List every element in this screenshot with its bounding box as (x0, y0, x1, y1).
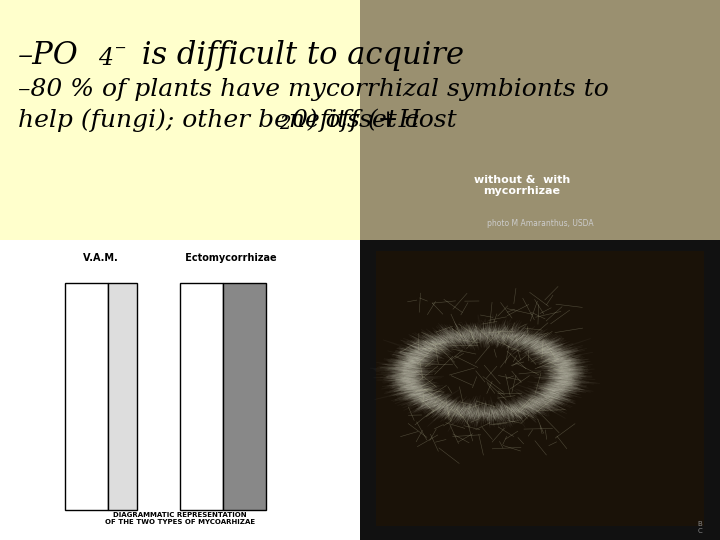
Bar (108, 283, 137, 510)
Text: photo M Amaranthus, USDA: photo M Amaranthus, USDA (487, 219, 593, 228)
Bar (360, 240, 720, 540)
Bar (223, 283, 266, 510)
Bar (0, 0, 360, 240)
Text: 2: 2 (279, 115, 290, 133)
Text: V.A.M.                    Ectomycorrhizae: V.A.M. Ectomycorrhizae (84, 253, 276, 263)
Bar (65, 283, 108, 510)
Text: –PO: –PO (18, 40, 78, 71)
Text: B
C: B C (697, 521, 702, 534)
Text: 4: 4 (98, 47, 113, 70)
Bar (0, 240, 360, 540)
Text: without &  with
mycorrhizae: without & with mycorrhizae (474, 174, 570, 196)
Bar (180, 283, 223, 510)
Text: 0) offset cost: 0) offset cost (292, 108, 456, 132)
Text: is difficult to acquire: is difficult to acquire (132, 40, 464, 71)
Text: help (fungi); other benefits (+H: help (fungi); other benefits (+H (18, 108, 420, 132)
Text: –: – (115, 38, 126, 60)
Text: –80 % of plants have mycorrhizal symbionts to: –80 % of plants have mycorrhizal symbion… (18, 78, 608, 101)
Bar (360, 0, 720, 240)
Text: DIAGRAMMATIC REPRESENTATION
OF THE TWO TYPES OF MYCOARHIZAE: DIAGRAMMATIC REPRESENTATION OF THE TWO T… (105, 512, 255, 525)
